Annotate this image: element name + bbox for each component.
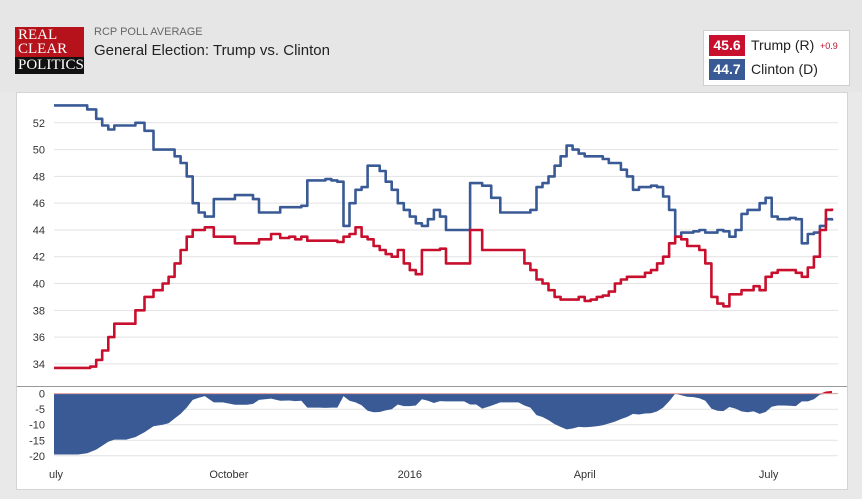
series-line-trump (54, 208, 834, 370)
chart-legend: 45.6 Trump (R) +0.9 44.7 Clinton (D) (703, 30, 850, 86)
logo-line-3: POLITICS (15, 57, 84, 74)
legend-trump-name: Trump (R) (751, 37, 815, 53)
logo-line-1: REAL (18, 27, 58, 43)
x-tick-label: October (209, 469, 248, 481)
legend-trump-change: +0.9 (820, 41, 838, 51)
y-tick-label: 38 (33, 305, 45, 317)
y-tick-label: 50 (33, 145, 45, 157)
chart-title: General Election: Trump vs. Clinton (94, 42, 330, 59)
spread-tick-label: -15 (29, 435, 45, 447)
x-tick-label: uly (49, 469, 64, 481)
series-line-clinton (54, 104, 834, 245)
spread-tick-label: -5 (35, 404, 45, 416)
x-tick-label: July (759, 469, 779, 481)
x-tick-label: 2016 (398, 469, 422, 481)
x-tick-label: April (574, 469, 596, 481)
spread-area-clinton (54, 393, 832, 455)
spread-tick-label: -10 (29, 420, 45, 432)
y-tick-label: 44 (33, 225, 45, 237)
y-tick-label: 52 (33, 118, 45, 130)
logo-line-2: CLEAR (18, 41, 68, 57)
y-tick-label: 34 (33, 359, 45, 371)
legend-clinton-value: 44.7 (709, 59, 745, 80)
legend-clinton-name: Clinton (D) (751, 61, 818, 77)
y-tick-label: 36 (33, 332, 45, 344)
y-tick-label: 40 (33, 279, 45, 291)
y-tick-label: 42 (33, 252, 45, 264)
spread-tick-label: -20 (29, 451, 45, 463)
chart-kicker: RCP POLL AVERAGE (94, 26, 203, 38)
y-tick-label: 46 (33, 198, 45, 210)
legend-trump-value: 45.6 (709, 35, 745, 56)
rcp-logo[interactable]: REAL CLEAR POLITICS (15, 27, 84, 74)
chart-header: REAL CLEAR POLITICS RCP POLL AVERAGE Gen… (0, 0, 862, 92)
spread-tick-label: 0 (39, 389, 45, 401)
y-tick-label: 48 (33, 171, 45, 183)
